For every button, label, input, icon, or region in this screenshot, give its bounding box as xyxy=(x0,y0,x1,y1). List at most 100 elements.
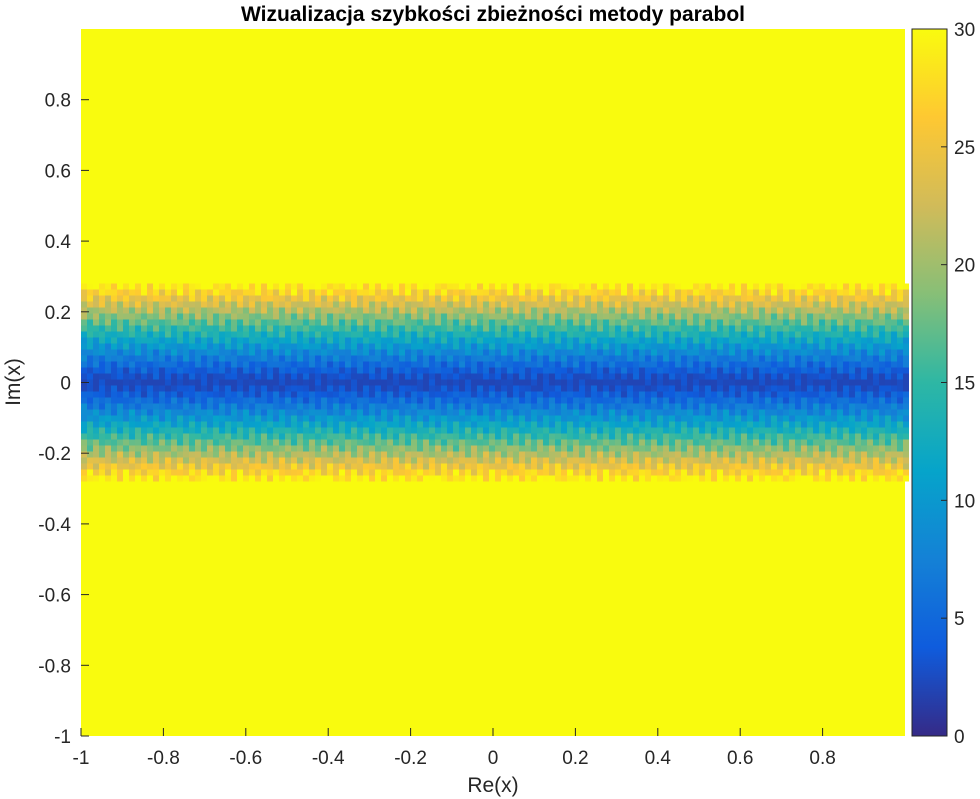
heatmap-cell xyxy=(465,343,471,350)
heatmap-cell xyxy=(243,355,249,362)
heatmap-cell xyxy=(555,391,561,398)
heatmap-cell xyxy=(243,379,249,386)
heatmap-cell xyxy=(891,319,897,326)
heatmap-cell xyxy=(471,415,477,422)
heatmap-cell xyxy=(747,427,753,434)
heatmap-cell xyxy=(669,403,675,410)
heatmap-cell xyxy=(621,451,627,458)
heatmap-cell xyxy=(669,457,675,464)
heatmap-cell xyxy=(627,403,633,410)
heatmap-cell xyxy=(219,463,225,470)
heatmap-cell xyxy=(333,391,339,398)
heatmap-cell xyxy=(177,427,183,434)
heatmap-cell xyxy=(261,409,267,416)
heatmap-cell xyxy=(501,283,507,290)
heatmap-cell xyxy=(399,295,405,302)
heatmap-cell xyxy=(501,469,507,476)
heatmap-cell xyxy=(261,463,267,470)
heatmap-cell xyxy=(159,331,165,338)
heatmap-cell xyxy=(549,337,555,344)
heatmap-cell xyxy=(273,295,279,302)
heatmap-cell xyxy=(147,313,153,320)
heatmap-cell xyxy=(195,427,201,434)
heatmap-cell xyxy=(777,301,783,308)
heatmap-cell xyxy=(537,319,543,326)
heatmap-cell xyxy=(159,427,165,434)
heatmap-cell xyxy=(885,361,891,368)
heatmap-cell xyxy=(873,331,879,338)
heatmap-cell xyxy=(639,409,645,416)
heatmap-cell xyxy=(819,457,825,464)
heatmap-cell xyxy=(375,367,381,374)
heatmap-cell xyxy=(771,349,777,356)
heatmap-cell xyxy=(867,355,873,362)
heatmap-cell xyxy=(327,301,333,308)
heatmap-cell xyxy=(537,445,543,452)
heatmap-cell xyxy=(795,349,801,356)
heatmap-cell xyxy=(897,349,903,356)
heatmap-cell xyxy=(819,385,825,392)
heatmap-cell xyxy=(585,445,591,452)
heatmap-cell xyxy=(99,283,105,290)
heatmap-cell xyxy=(387,457,393,464)
heatmap-cell xyxy=(339,349,345,356)
heatmap-cell xyxy=(519,421,525,428)
heatmap-cell xyxy=(549,391,555,398)
heatmap-cell xyxy=(561,307,567,314)
heatmap-cell xyxy=(213,349,219,356)
heatmap-cell xyxy=(483,445,489,452)
heatmap-cell xyxy=(615,385,621,392)
heatmap-cell xyxy=(117,301,123,308)
heatmap-cell xyxy=(825,295,831,302)
heatmap-cell xyxy=(357,307,363,314)
heatmap-cell xyxy=(573,373,579,380)
heatmap-cell xyxy=(213,373,219,380)
heatmap-cell xyxy=(675,415,681,422)
heatmap-cell xyxy=(303,349,309,356)
heatmap-cell xyxy=(441,349,447,356)
heatmap-cell xyxy=(759,301,765,308)
heatmap-cell xyxy=(105,397,111,404)
heatmap-cell xyxy=(291,463,297,470)
heatmap-cell xyxy=(219,349,225,356)
heatmap-cell xyxy=(873,445,879,452)
heatmap-cell xyxy=(555,451,561,458)
heatmap-cell xyxy=(201,379,207,386)
heatmap-cell xyxy=(591,367,597,374)
heatmap-cell xyxy=(189,343,195,350)
heatmap-cell xyxy=(453,475,459,482)
heatmap-cell xyxy=(561,289,567,296)
heatmap-cell xyxy=(873,319,879,326)
heatmap-cell xyxy=(597,403,603,410)
heatmap-cell xyxy=(861,469,867,476)
heatmap-cell xyxy=(111,289,117,296)
heatmap-cell xyxy=(867,349,873,356)
heatmap-cell xyxy=(321,289,327,296)
heatmap-cell xyxy=(81,361,87,368)
heatmap-cell xyxy=(741,463,747,470)
heatmap-cell xyxy=(561,457,567,464)
heatmap-cell xyxy=(315,391,321,398)
heatmap-cell xyxy=(381,391,387,398)
heatmap-cell xyxy=(603,355,609,362)
heatmap-cell xyxy=(207,421,213,428)
heatmap-cell xyxy=(903,451,909,458)
heatmap-cell xyxy=(123,391,129,398)
heatmap-cell xyxy=(603,469,609,476)
heatmap-cell xyxy=(801,397,807,404)
heatmap-cell xyxy=(573,409,579,416)
heatmap-cell xyxy=(519,283,525,290)
heatmap-cell xyxy=(81,355,87,362)
heatmap-cell xyxy=(471,433,477,440)
heatmap-cell xyxy=(645,379,651,386)
heatmap-cell xyxy=(891,469,897,476)
heatmap-cell xyxy=(117,385,123,392)
heatmap-cell xyxy=(765,313,771,320)
heatmap-cell xyxy=(243,421,249,428)
heatmap-cell xyxy=(813,373,819,380)
heatmap-cell xyxy=(237,385,243,392)
heatmap-cell xyxy=(201,337,207,344)
heatmap-cell xyxy=(639,343,645,350)
heatmap-cell xyxy=(789,373,795,380)
heatmap-cell xyxy=(453,355,459,362)
